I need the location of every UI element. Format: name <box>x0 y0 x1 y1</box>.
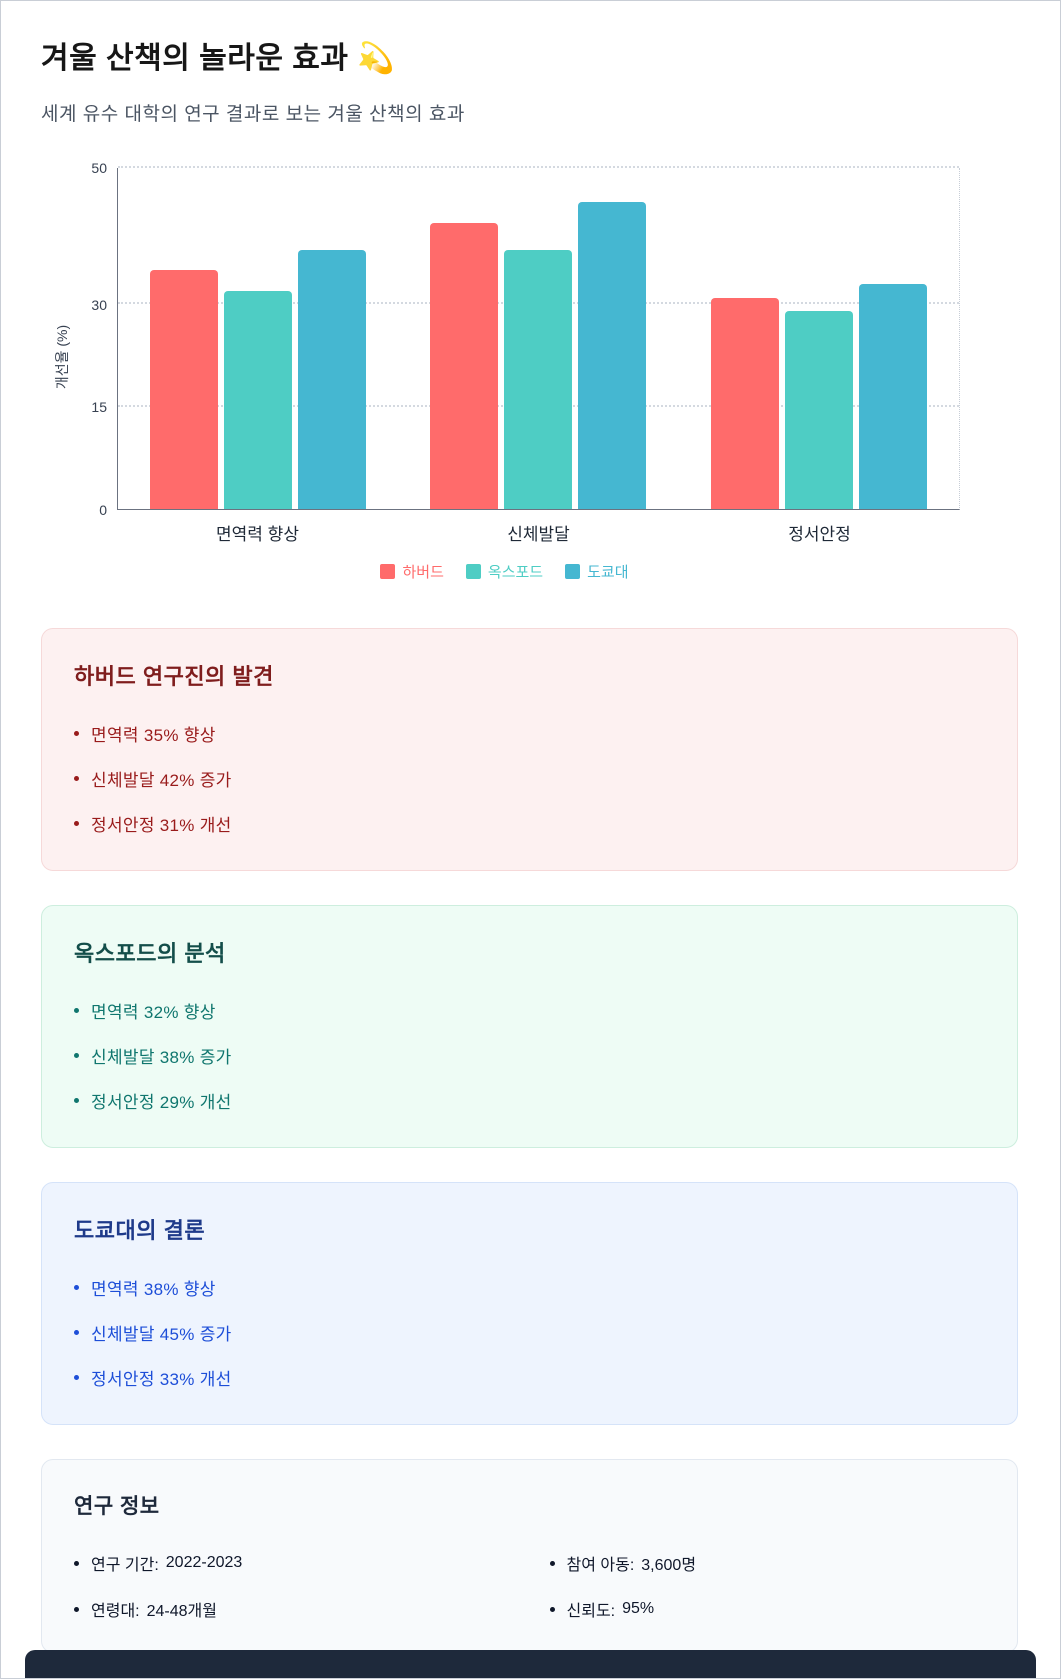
y-axis-title: 개선율 (%) <box>49 168 75 545</box>
y-tick-label: 15 <box>91 399 107 416</box>
bar-옥스포드 <box>224 290 293 509</box>
card-tokyo-list: 면역력 38% 향상 신체발달 45% 증가 정서안정 33% 개선 <box>74 1265 985 1400</box>
card-tokyo-title: 도쿄대의 결론 <box>74 1218 206 1243</box>
list-item: 연구 기간: 2022-2023 <box>74 1540 510 1586</box>
bullet-dot <box>74 1098 79 1103</box>
list-item: 면역력 35% 향상 <box>74 711 985 756</box>
list-item: 신체발달 38% 증가 <box>74 1033 985 1078</box>
bullet-dot <box>549 1606 555 1612</box>
list-item-text: 신체발달 38% 증가 <box>91 1048 232 1067</box>
bar-group <box>679 168 959 509</box>
bullet-dot <box>74 1008 79 1013</box>
legend-swatch <box>565 564 581 579</box>
list-item-text: 정서안정 33% 개선 <box>91 1370 232 1389</box>
x-axis-label: 면역력 향상 <box>216 525 299 544</box>
footer-bar <box>25 1650 1036 1678</box>
page-subtitle: 세계 유수 대학의 연구 결과로 보는 겨울 산책의 효과 <box>41 104 465 125</box>
list-item: 신체발달 42% 증가 <box>74 756 985 801</box>
legend-item: 하버드 <box>380 561 444 582</box>
list-item-text: 정서안정 29% 개선 <box>91 1093 232 1112</box>
card-tokyo: 도쿄대의 결론 면역력 38% 향상 신체발달 45% 증가 정서안정 33% … <box>41 1182 1018 1425</box>
bar-하버드 <box>710 297 779 509</box>
y-tick-label: 0 <box>99 502 107 518</box>
list-item: 연령대: 24-48개월 <box>74 1586 510 1632</box>
list-item-text: 신체발달 45% 증가 <box>91 1325 232 1344</box>
legend-swatch <box>380 564 396 579</box>
y-tick-label: 30 <box>91 296 107 313</box>
bar-하버드 <box>150 270 219 509</box>
info-value: 2022-2023 <box>165 1554 243 1571</box>
bar-group <box>118 168 398 509</box>
list-item: 참여 아동: 3,600명 <box>549 1540 986 1586</box>
x-axis-label: 정서안정 <box>788 525 851 544</box>
bullet-dot <box>74 1606 79 1612</box>
bar-도쿄대 <box>298 249 367 509</box>
info-label: 신뢰도: <box>566 1603 616 1620</box>
card-harvard-title: 하버드 연구진의 발견 <box>74 664 274 689</box>
bar-옥스포드 <box>504 249 573 509</box>
list-item: 면역력 32% 향상 <box>74 988 985 1033</box>
bullet-dot <box>74 1375 79 1380</box>
list-item: 신뢰도: 95% <box>549 1586 986 1632</box>
y-tick-label: 50 <box>91 160 107 176</box>
info-label: 연령대: <box>91 1603 140 1620</box>
card-research-info: 연구 정보 연구 기간: 2022-2023 참여 아동: 3,600명 연령대: 2… <box>41 1459 1018 1653</box>
plot-wrap: 면역력 향상 신체발달 정서안정 <box>117 166 960 545</box>
research-info-list: 연구 기간: 2022-2023 참여 아동: 3,600명 연령대: 24-48개월… <box>74 1540 985 1632</box>
list-item: 정서안정 33% 개선 <box>74 1355 985 1400</box>
bar-옥스포드 <box>784 311 853 509</box>
list-item: 정서안정 31% 개선 <box>74 801 985 846</box>
gridline <box>118 166 959 168</box>
list-item: 정서안정 29% 개선 <box>74 1078 985 1123</box>
bar-도쿄대 <box>578 202 647 509</box>
list-item: 면역력 38% 향상 <box>74 1265 985 1310</box>
info-label: 연구 기간: <box>91 1557 159 1574</box>
bar-도쿄대 <box>858 283 927 509</box>
list-item-text: 정서안정 31% 개선 <box>91 816 232 835</box>
x-axis-label: 신체발달 <box>507 525 570 544</box>
legend-item: 옥스포드 <box>465 561 544 582</box>
card-harvard-list: 면역력 35% 향상 신체발달 42% 증가 정서안정 31% 개선 <box>74 711 985 846</box>
info-value: 24-48개월 <box>146 1603 217 1620</box>
legend-swatch <box>465 564 481 579</box>
list-item: 신체발달 45% 증가 <box>74 1310 985 1355</box>
chart-legend: 하버드 옥스포드 도쿄대 <box>49 561 960 582</box>
list-item-text: 면역력 38% 향상 <box>91 1280 216 1299</box>
card-research-info-title: 연구 정보 <box>74 1495 160 1518</box>
bullet-dot <box>74 776 79 781</box>
card-oxford: 옥스포드의 분석 면역력 32% 향상 신체발달 38% 증가 정서안정 29%… <box>41 905 1018 1148</box>
info-value: 3,600명 <box>641 1557 697 1574</box>
bullet-dot <box>74 1330 79 1335</box>
bar-group <box>398 168 678 509</box>
list-item-text: 면역력 35% 향상 <box>91 726 216 745</box>
bar-chart: 개선율 (%) 0 15 30 50 면역력 향상 신체발달 정서안정 하버드 옥스포드 도쿄… <box>49 160 960 582</box>
chart-body: 개선율 (%) 0 15 30 50 면역력 향상 신체발달 정서안정 <box>49 160 960 545</box>
bar-하버드 <box>430 222 499 509</box>
card-harvard: 하버드 연구진의 발견 면역력 35% 향상 신체발달 42% 증가 정서안정 … <box>41 628 1018 871</box>
legend-label: 도쿄대 <box>587 564 629 581</box>
y-axis-title-text: 개선율 (%) <box>54 324 70 389</box>
list-item-text: 면역력 32% 향상 <box>91 1003 216 1022</box>
list-item-text: 신체발달 42% 증가 <box>91 771 232 790</box>
legend-label: 하버드 <box>402 564 444 581</box>
bullet-dot <box>549 1560 555 1566</box>
legend-item: 도쿄대 <box>565 561 629 582</box>
bullet-dot <box>74 1053 79 1058</box>
plot-area <box>117 166 960 510</box>
card-oxford-list: 면역력 32% 향상 신체발달 38% 증가 정서안정 29% 개선 <box>74 988 985 1123</box>
bullet-dot <box>74 731 79 736</box>
bullet-dot <box>74 821 79 826</box>
bullet-dot <box>74 1285 79 1290</box>
info-label: 참여 아동: <box>566 1557 635 1574</box>
info-value: 95% <box>622 1600 655 1617</box>
legend-label: 옥스포드 <box>487 564 544 581</box>
x-axis-labels: 면역력 향상 신체발달 정서안정 <box>117 520 960 545</box>
card-oxford-title: 옥스포드의 분석 <box>74 941 226 966</box>
page-title: 겨울 산책의 놀라운 효과 💫 <box>41 42 396 75</box>
bullet-dot <box>74 1560 79 1566</box>
y-axis-ticks: 0 15 30 50 <box>75 160 117 518</box>
